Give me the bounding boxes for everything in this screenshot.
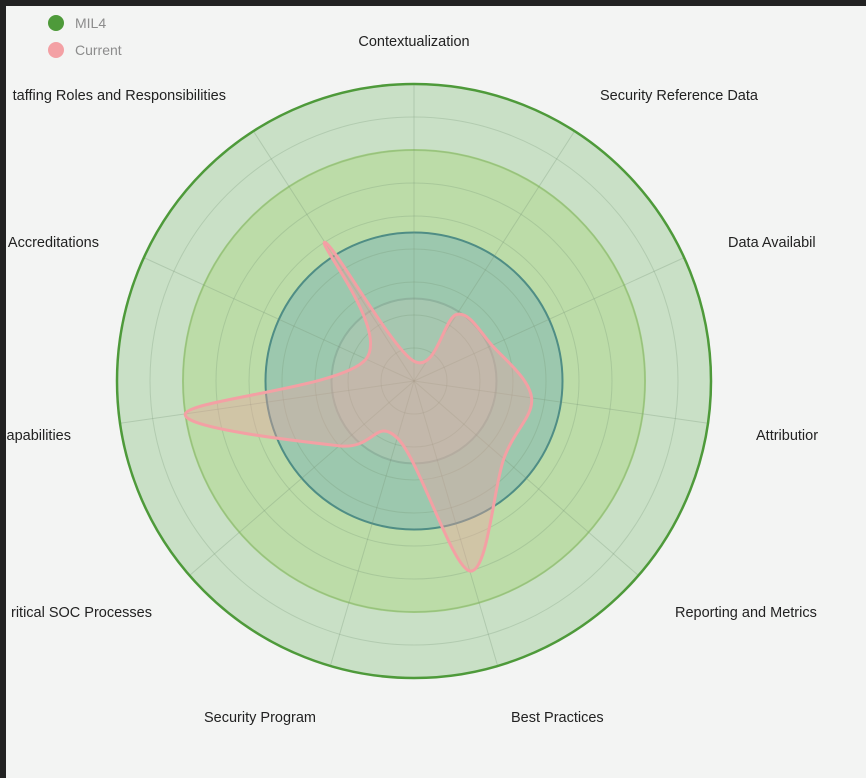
axis-label-1: Contextualization [358, 34, 469, 50]
legend: MIL4 Current [48, 15, 122, 58]
grid-level-4 [281, 248, 547, 514]
legend-swatch-mil4 [48, 15, 64, 31]
mil4-outline [115, 82, 713, 680]
axis-label-2: Security Reference Data [600, 88, 759, 104]
radar-chart: Contextualization Security Reference Data… [7, 15, 819, 726]
axis-label-10: Accreditations [8, 235, 99, 251]
axis-label-9: apabilities [7, 428, 72, 444]
legend-label-mil4: MIL4 [75, 15, 106, 31]
legend-label-current: Current [75, 42, 122, 58]
axis-spoke-6 [413, 380, 499, 667]
grid-level-1 [380, 347, 448, 415]
axis-label-3: Data Availabil [728, 235, 816, 251]
axis-spokes [119, 84, 709, 667]
axis-spoke-9 [119, 380, 415, 424]
axis-spoke-11 [253, 130, 415, 382]
axis-spoke-5 [413, 380, 639, 576]
grid-level-7 [182, 149, 646, 613]
grid-level-2 [347, 314, 481, 448]
series-mil4-outline [115, 82, 713, 680]
reference-rings [182, 149, 646, 613]
grid-level-8 [149, 116, 679, 646]
axis-spoke-7 [329, 380, 415, 667]
axis-spoke-3 [413, 257, 685, 382]
series-current [183, 240, 534, 573]
axis-label-11: taffing Roles and Responsibilities [13, 88, 226, 104]
axis-label-6: Best Practices [511, 710, 604, 726]
current-area [183, 240, 534, 573]
axis-spoke-8 [189, 380, 415, 576]
legend-item-mil4[interactable]: MIL4 [48, 15, 106, 31]
axis-label-5: Reporting and Metrics [675, 605, 817, 621]
axis-label-7: Security Program [204, 710, 316, 726]
axis-label-4: Attributior [756, 428, 818, 444]
legend-swatch-current [48, 42, 64, 58]
axis-spoke-10 [143, 257, 415, 382]
legend-item-current[interactable]: Current [48, 42, 122, 58]
grid-level-5 [248, 215, 580, 547]
axis-label-8: ritical SOC Processes [11, 605, 152, 621]
axis-spoke-4 [413, 380, 709, 424]
grid-level-6 [215, 182, 613, 580]
axis-labels: Contextualization Security Reference Data… [7, 34, 819, 726]
radar-chart-panel: Contextualization Security Reference Data… [6, 6, 866, 778]
